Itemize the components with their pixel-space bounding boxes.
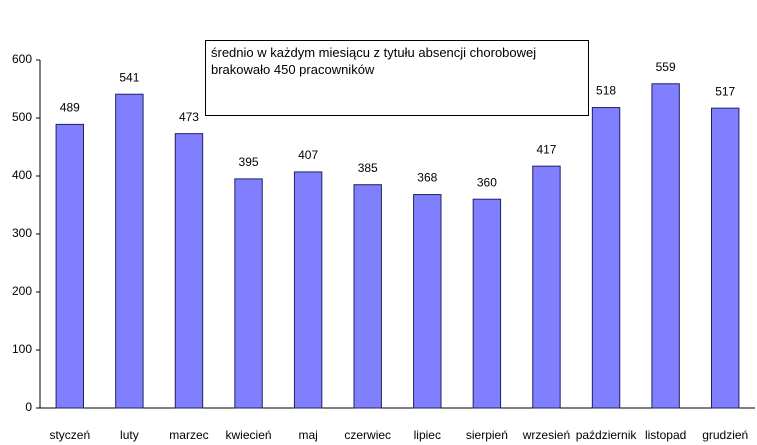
y-tick-label: 400 [12,168,32,182]
x-tick-label: grudzień [702,428,748,442]
x-tick-label: luty [120,428,139,442]
value-label: 360 [477,175,497,189]
value-label: 407 [298,148,318,162]
bar [651,83,680,409]
x-tick-label: styczeń [49,428,90,442]
bar [115,93,144,409]
x-tick-label: sierpień [466,428,508,442]
x-tick-label: czerwiec [344,428,391,442]
value-label: 541 [119,70,139,84]
bar [711,107,740,409]
x-tick-label: październik [576,428,638,442]
y-tick-label: 500 [12,110,32,124]
value-label: 473 [179,110,199,124]
value-label: 559 [656,60,676,74]
y-tick-label: 200 [12,284,32,298]
value-label: 489 [60,101,80,115]
x-tick-label: maj [298,428,317,442]
bar [174,133,204,409]
annotation: średnio w każdym miesiącu z tytułu absen… [205,40,589,116]
bar [234,178,263,409]
y-tick-label: 100 [12,342,32,356]
y-tick-label: 600 [12,52,32,66]
x-tick-label: listopad [645,428,686,442]
bar [293,171,323,409]
y-tick-label: 0 [25,400,32,414]
value-label: 395 [239,155,259,169]
bar [591,107,621,409]
value-label: 368 [417,171,437,185]
bar [472,198,502,409]
x-tick-label: lipiec [414,428,441,442]
bar [55,123,84,409]
bar [353,184,382,409]
y-tick-label: 300 [12,226,32,240]
x-tick-label: marzec [169,428,208,442]
value-label: 517 [715,84,735,98]
x-tick-label: kwiecień [226,428,272,442]
value-label: 518 [596,84,616,98]
value-label: 417 [536,142,556,156]
value-label: 385 [358,161,378,175]
x-tick-label: wrzesień [522,428,570,442]
bar [532,165,561,409]
bar [413,194,442,409]
